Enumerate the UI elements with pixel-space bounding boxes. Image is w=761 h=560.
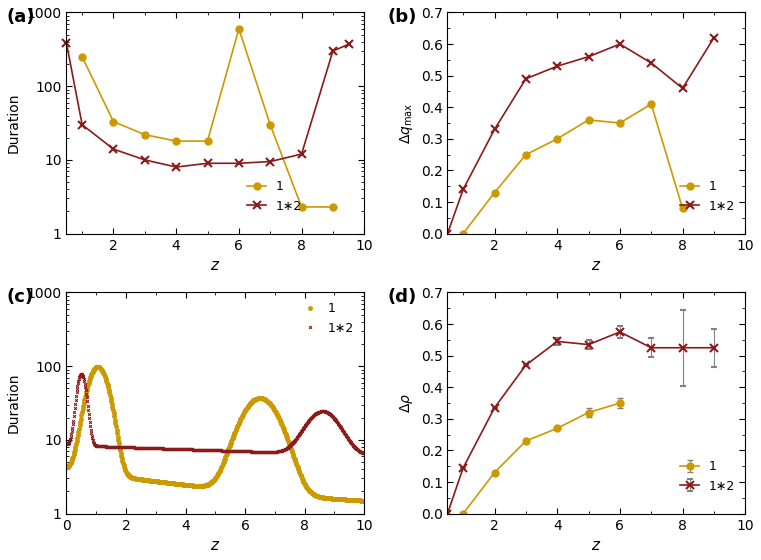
Line: 1−2: 1−2 (62, 39, 353, 171)
Text: (d): (d) (388, 288, 417, 306)
Line: 1∗2: 1∗2 (65, 372, 365, 455)
1 (490, 189, 499, 196)
1−2 (266, 158, 275, 165)
1 (459, 230, 468, 237)
Legend: 1, 1∗2: 1, 1∗2 (244, 176, 306, 216)
Y-axis label: $\Delta q_{\rm max}$: $\Delta q_{\rm max}$ (398, 102, 415, 143)
1 (360, 497, 369, 504)
1 (297, 204, 306, 211)
Line: 1: 1 (78, 25, 336, 211)
1 (616, 120, 625, 127)
1 (93, 363, 102, 370)
1 (62, 464, 72, 470)
1∗2 (238, 448, 247, 455)
1 (521, 151, 530, 158)
Legend: 1, 1∗2: 1, 1∗2 (677, 176, 739, 216)
1−2 (78, 122, 87, 128)
Line: 1: 1 (460, 101, 686, 237)
1∗2 (552, 63, 562, 69)
1 (78, 53, 87, 60)
1−2 (172, 164, 181, 170)
1−2 (109, 146, 118, 152)
X-axis label: $z$: $z$ (210, 538, 221, 553)
1∗2 (678, 85, 687, 92)
1 (204, 480, 213, 487)
Text: (a): (a) (7, 8, 36, 26)
1 (307, 489, 316, 496)
1∗2 (139, 445, 148, 451)
1 (240, 408, 249, 415)
1 (647, 101, 656, 108)
1∗2 (521, 76, 530, 82)
1 (140, 131, 149, 138)
X-axis label: $z$: $z$ (210, 258, 221, 273)
1 (234, 25, 244, 32)
1−2 (234, 160, 244, 167)
Legend: 1, 1∗2: 1, 1∗2 (677, 456, 739, 496)
1∗2 (116, 444, 125, 450)
1∗2 (62, 441, 72, 447)
1−2 (328, 48, 337, 54)
1−2 (297, 151, 306, 157)
Line: 1∗2: 1∗2 (444, 34, 718, 238)
1∗2 (197, 446, 206, 453)
1 (206, 479, 215, 486)
1−2 (140, 157, 149, 164)
Legend: 1, 1∗2: 1, 1∗2 (299, 298, 358, 338)
Text: (c): (c) (7, 288, 34, 306)
1 (266, 122, 275, 128)
1∗2 (360, 450, 369, 457)
1∗2 (459, 186, 468, 193)
Text: (b): (b) (388, 8, 417, 26)
1−2 (203, 160, 212, 167)
1∗2 (287, 441, 296, 448)
1∗2 (443, 230, 452, 237)
Line: 1: 1 (65, 365, 366, 502)
1−2 (62, 40, 71, 47)
1 (224, 446, 233, 452)
1 (678, 205, 687, 212)
1∗2 (616, 41, 625, 48)
1−2 (344, 41, 353, 48)
1 (172, 138, 181, 144)
1 (203, 138, 212, 144)
Y-axis label: $\Delta\rho$: $\Delta\rho$ (398, 393, 415, 413)
X-axis label: $z$: $z$ (591, 258, 601, 273)
1∗2 (647, 60, 656, 67)
X-axis label: $z$: $z$ (591, 538, 601, 553)
1∗2 (490, 126, 499, 133)
1 (328, 204, 337, 211)
1 (109, 118, 118, 125)
Y-axis label: Duration: Duration (7, 93, 21, 153)
1 (584, 116, 593, 123)
1 (353, 497, 362, 503)
1∗2 (709, 34, 718, 41)
1∗2 (77, 371, 86, 377)
1 (552, 136, 562, 142)
1∗2 (262, 449, 271, 455)
Y-axis label: Duration: Duration (7, 373, 21, 433)
1∗2 (584, 53, 593, 60)
